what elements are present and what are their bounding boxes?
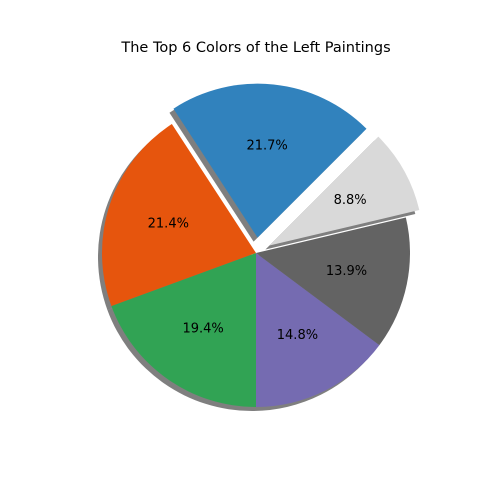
pie-slice-3 [111, 253, 256, 407]
percent-label-6: 8.8% [334, 193, 367, 208]
pie-slice-1 [173, 83, 367, 238]
percent-label-2: 21.4% [148, 216, 189, 231]
percent-label-5: 13.9% [326, 264, 367, 279]
percent-labels: 21.7% 21.4% 19.4% 14.8% 13.9% 8.8% [148, 138, 367, 343]
pie-slice-4 [256, 253, 380, 407]
pie-slice-2 [101, 124, 257, 307]
percent-label-4: 14.8% [277, 328, 318, 343]
chart-title: The Top 6 Colors of the Left Paintings [120, 40, 390, 56]
percent-label-3: 19.4% [182, 321, 223, 336]
pie-slices [101, 83, 420, 407]
pie-slice-5 [256, 217, 410, 346]
percent-label-1: 21.7% [246, 138, 287, 153]
pie-slice-6 [269, 136, 420, 246]
